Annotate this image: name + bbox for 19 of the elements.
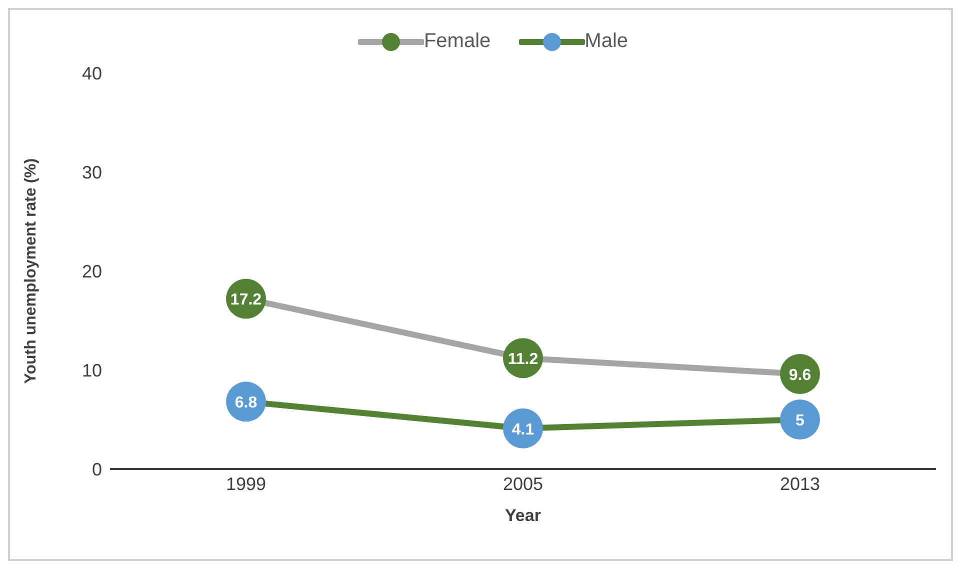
y-tick-label: 20 (82, 261, 102, 282)
x-tick-label: 2005 (502, 474, 544, 494)
y-tick-label: 40 (82, 63, 102, 84)
data-label: 5 (796, 412, 805, 430)
y-axis-title: Youth unemployment rate (%) (22, 158, 40, 384)
data-label: 11.2 (508, 351, 538, 368)
x-tick-label: 2013 (780, 474, 820, 494)
x-tick-label: 1999 (226, 474, 266, 494)
y-tick-label: 0 (92, 459, 102, 480)
y-tick-label: 10 (82, 360, 102, 380)
point (780, 400, 820, 440)
legend-label: Male (584, 30, 628, 53)
x-axis-title: Year (505, 506, 542, 525)
data-label: 9.6 (788, 366, 812, 384)
legend-label: Female (424, 30, 491, 53)
data-label: 4.1 (512, 421, 534, 438)
y-tick-label: 30 (82, 162, 102, 182)
data-label: 17.2 (230, 292, 262, 309)
data-label: 6.8 (234, 394, 258, 412)
